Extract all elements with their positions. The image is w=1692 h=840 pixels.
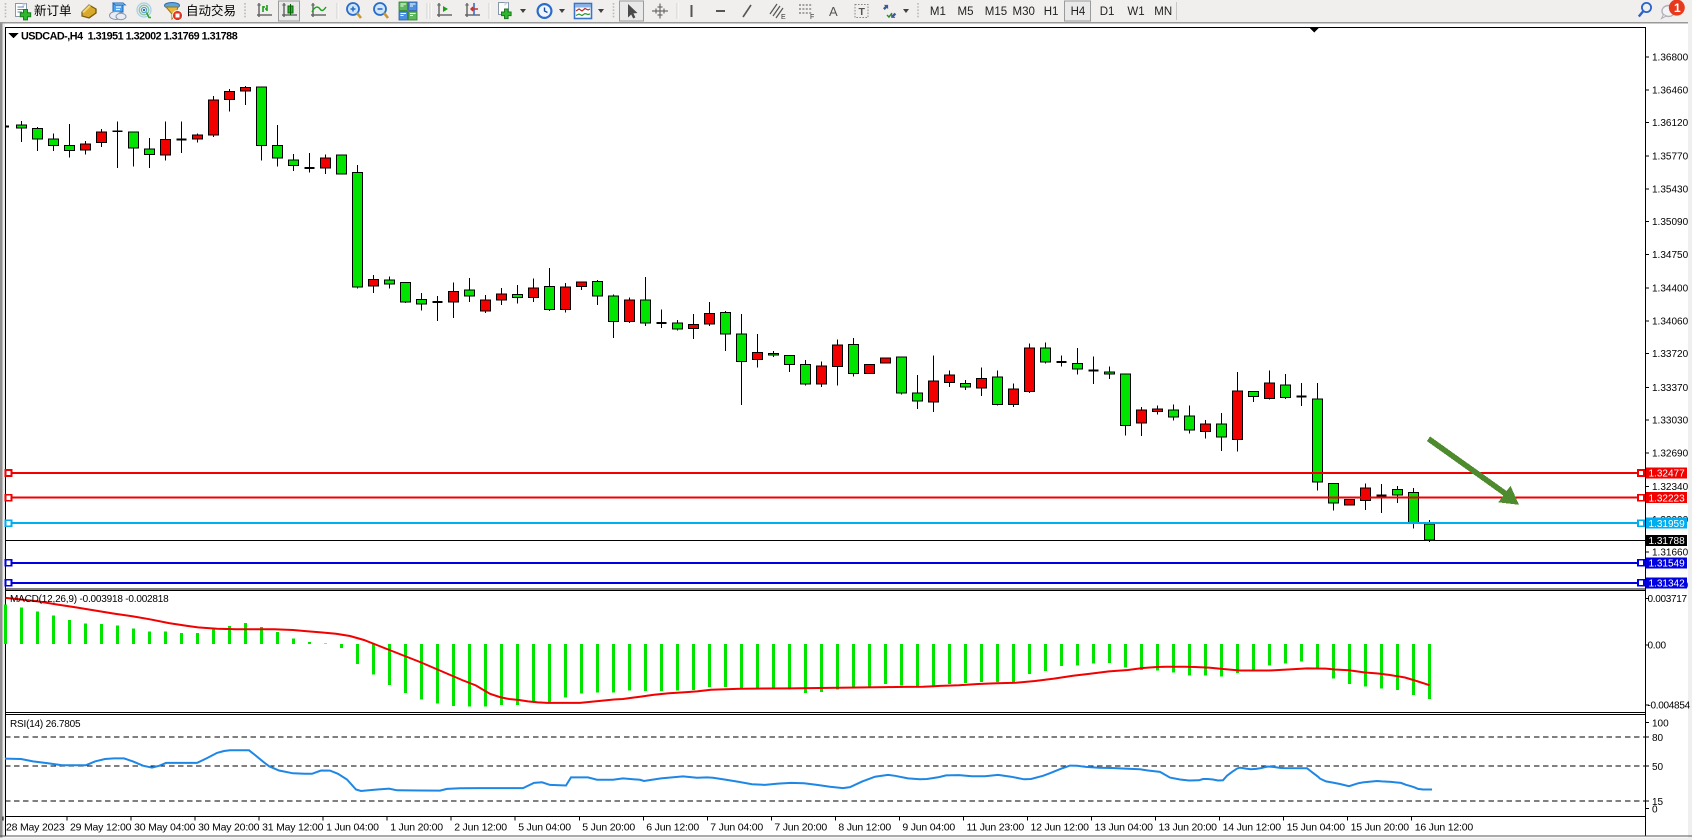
svg-text:6 Jun 12:00: 6 Jun 12:00 (646, 822, 699, 834)
svg-text:MACD(12,26,9) -0.003918 -0.002: MACD(12,26,9) -0.003918 -0.002818 (10, 594, 169, 605)
svg-text:T: T (859, 6, 866, 18)
svg-text:29 May 12:00: 29 May 12:00 (70, 822, 132, 834)
svg-text:1.33720: 1.33720 (1652, 349, 1689, 360)
svg-text:15 Jun 20:00: 15 Jun 20:00 (1351, 822, 1410, 834)
svg-text:-0.004854: -0.004854 (1648, 701, 1691, 712)
svg-text:30 May 04:00: 30 May 04:00 (134, 822, 196, 834)
svg-text:1.31959: 1.31959 (1649, 519, 1686, 530)
svg-text:1.33030: 1.33030 (1652, 416, 1689, 427)
svg-text:13 Jun 20:00: 13 Jun 20:00 (1159, 822, 1218, 834)
svg-text:M30: M30 (1013, 6, 1035, 18)
svg-text:7 Jun 04:00: 7 Jun 04:00 (710, 822, 763, 834)
svg-text:5 Jun 20:00: 5 Jun 20:00 (582, 822, 635, 834)
svg-text:H4: H4 (1071, 6, 1086, 18)
svg-text:1.31549: 1.31549 (1649, 558, 1686, 569)
svg-text:15: 15 (1652, 797, 1664, 808)
svg-text:1.36460: 1.36460 (1652, 85, 1689, 96)
svg-text:2 Jun 12:00: 2 Jun 12:00 (454, 822, 507, 834)
svg-text:W1: W1 (1127, 6, 1144, 18)
svg-text:RSI(14) 26.7805: RSI(14) 26.7805 (10, 719, 81, 730)
svg-text:M1: M1 (930, 6, 946, 18)
svg-text:1.32690: 1.32690 (1652, 448, 1689, 459)
svg-text:1.36120: 1.36120 (1652, 118, 1689, 129)
svg-text:E: E (781, 14, 786, 21)
svg-text:7 Jun 20:00: 7 Jun 20:00 (774, 822, 827, 834)
svg-text:30 May 20:00: 30 May 20:00 (198, 822, 260, 834)
svg-text:1.34060: 1.34060 (1652, 317, 1689, 328)
svg-text:16 Jun 12:00: 16 Jun 12:00 (1415, 822, 1474, 834)
svg-text:0: 0 (1652, 805, 1658, 816)
svg-text:1.32223: 1.32223 (1649, 493, 1686, 504)
svg-text:F: F (810, 14, 814, 21)
svg-text:M15: M15 (985, 6, 1007, 18)
svg-text:M5: M5 (958, 6, 974, 18)
svg-text:自动交易: 自动交易 (186, 3, 236, 18)
svg-text:1.35090: 1.35090 (1652, 217, 1689, 228)
svg-text:1.35770: 1.35770 (1652, 152, 1689, 163)
svg-text:1: 1 (1674, 1, 1681, 15)
svg-text:1.34750: 1.34750 (1652, 250, 1689, 261)
svg-text:USDCAD-,H4 1.31951 1.32002 1.: USDCAD-,H4 1.31951 1.32002 1.31769 1.317… (21, 31, 238, 43)
svg-text:1.31342: 1.31342 (1649, 578, 1686, 589)
svg-text:11 Jun 23:00: 11 Jun 23:00 (967, 822, 1025, 834)
svg-text:1 Jun 04:00: 1 Jun 04:00 (326, 822, 379, 834)
svg-text:D1: D1 (1100, 6, 1115, 18)
svg-text:H1: H1 (1044, 6, 1059, 18)
svg-text:15 Jun 04:00: 15 Jun 04:00 (1287, 822, 1346, 834)
svg-text:1.35430: 1.35430 (1652, 185, 1689, 196)
svg-text:5 Jun 04:00: 5 Jun 04:00 (518, 822, 571, 834)
svg-text:1 Jun 20:00: 1 Jun 20:00 (390, 822, 443, 834)
svg-text:50: 50 (1652, 762, 1664, 773)
svg-text:9 Jun 04:00: 9 Jun 04:00 (902, 822, 955, 834)
svg-text:80: 80 (1652, 733, 1664, 744)
svg-text:0.003717: 0.003717 (1648, 594, 1688, 605)
svg-text:1.32340: 1.32340 (1652, 482, 1689, 493)
svg-text:A: A (829, 4, 838, 19)
svg-text:14 Jun 12:00: 14 Jun 12:00 (1223, 822, 1282, 834)
svg-text:100: 100 (1652, 718, 1669, 729)
svg-text:新订单: 新订单 (34, 3, 72, 18)
svg-text:1.31788: 1.31788 (1649, 536, 1686, 547)
svg-text:1.34400: 1.34400 (1652, 284, 1689, 295)
svg-text:13 Jun 04:00: 13 Jun 04:00 (1095, 822, 1154, 834)
svg-text:1.33370: 1.33370 (1652, 383, 1689, 394)
svg-text:0.00: 0.00 (1648, 640, 1667, 651)
svg-text:8 Jun 12:00: 8 Jun 12:00 (838, 822, 891, 834)
svg-text:28 May 2023: 28 May 2023 (6, 822, 65, 834)
svg-text:1.36800: 1.36800 (1652, 53, 1689, 64)
svg-text:31 May 12:00: 31 May 12:00 (262, 822, 324, 834)
svg-text:1.31660: 1.31660 (1652, 548, 1689, 559)
svg-text:1.32477: 1.32477 (1649, 469, 1686, 480)
svg-text:12 Jun 12:00: 12 Jun 12:00 (1031, 822, 1090, 834)
svg-text:MN: MN (1154, 6, 1172, 18)
